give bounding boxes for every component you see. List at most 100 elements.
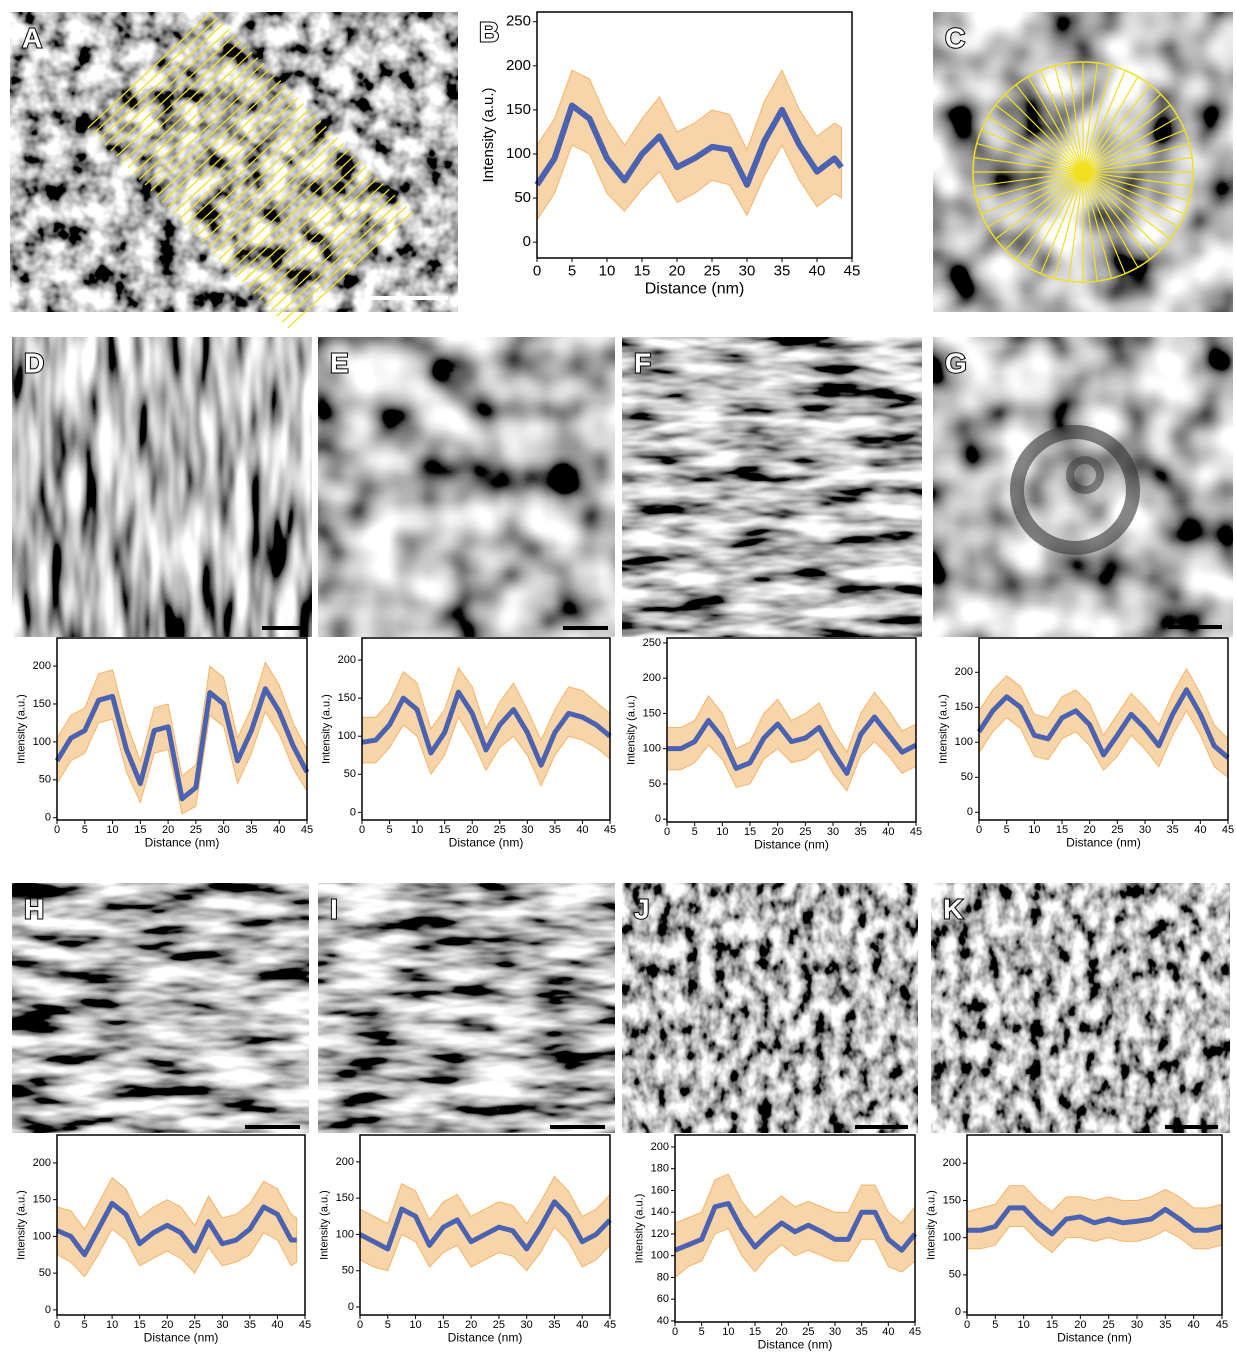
y-tick-label: 200	[33, 1157, 51, 1169]
frame	[674, 1134, 916, 1323]
y-tick-label: 0	[955, 1306, 961, 1318]
profile-ray	[1004, 171, 1084, 251]
frame	[359, 1134, 611, 1316]
y-axis-label: Intensity (a.u.)	[16, 1190, 28, 1260]
y-axis-label: Intensity (a.u.)	[321, 694, 333, 764]
x-tick-label: 25	[704, 262, 721, 279]
micrograph	[318, 337, 615, 637]
profile-line	[144, 68, 270, 186]
y-tick-label: 250	[506, 13, 531, 30]
profile-line	[270, 194, 396, 312]
x-tick-label: 15	[634, 262, 651, 279]
x-tick-label: 5	[82, 824, 88, 836]
x-tick-label: 15	[749, 1326, 761, 1338]
profile-ray	[981, 171, 1084, 215]
panel-label: H	[24, 893, 44, 924]
x-tick-label: 20	[162, 824, 174, 836]
x-tick-label: 25	[493, 1319, 505, 1331]
x-tick-label: 10	[106, 824, 118, 836]
profile-line	[150, 74, 276, 192]
frame	[56, 1134, 306, 1316]
x-tick-label: 5	[81, 1319, 87, 1331]
x-axis-label: Distance (nm)	[448, 1330, 523, 1344]
mean-line	[667, 714, 918, 776]
y-tick-label: 0	[45, 1304, 51, 1316]
profile-line	[281, 205, 407, 323]
x-tick-label: 20	[776, 1326, 788, 1338]
x-tick-label: 10	[1028, 824, 1040, 836]
frame	[966, 1134, 1223, 1316]
y-tick-label: 100	[643, 743, 661, 755]
profile-line	[87, 11, 213, 129]
x-tick-label: 40	[576, 1319, 588, 1331]
y-axis-label: Intensity (a.u.)	[626, 695, 638, 765]
mean-line	[56, 1200, 297, 1258]
y-tick-label: 150	[955, 701, 973, 713]
y-tick-label: 60	[657, 1293, 669, 1305]
y-tick-label: 50	[39, 1267, 51, 1279]
micrograph	[10, 12, 458, 312]
x-tick-label: 35	[856, 1326, 868, 1338]
micrograph	[12, 337, 312, 637]
profile-ray	[987, 171, 1084, 228]
x-tick-label: 20	[772, 826, 784, 838]
y-tick-label: 200	[943, 1157, 961, 1169]
x-tick-label: 45	[910, 826, 922, 838]
micrograph	[318, 883, 615, 1133]
y-tick-label: 0	[45, 812, 51, 824]
y-tick-label: 180	[651, 1163, 669, 1175]
profile-line	[161, 85, 287, 203]
profile-ray	[1027, 76, 1084, 173]
y-axis-label: Intensity (a.u.)	[938, 694, 950, 764]
profile-ray	[981, 129, 1084, 173]
frame	[978, 637, 1229, 821]
y-tick-label: 100	[651, 1250, 669, 1262]
mean-line	[361, 689, 612, 768]
profile-ray	[1015, 171, 1084, 260]
profile-ray	[973, 157, 1084, 173]
x-axis-label: Distance (nm)	[144, 1330, 219, 1344]
profile-ray	[1082, 84, 1151, 173]
mean-line	[534, 102, 844, 188]
profile-line	[127, 51, 253, 169]
x-tick-label: 35	[244, 1319, 256, 1331]
profile-line	[241, 165, 367, 283]
y-tick-label: 100	[336, 1228, 354, 1240]
y-tick-label: 100	[943, 1232, 961, 1244]
profile-line	[275, 200, 402, 317]
profile-line	[230, 154, 356, 272]
profile-ray	[1082, 129, 1185, 173]
profile-ray	[1015, 84, 1084, 173]
y-axis-label: Intensity (a.u.)	[926, 1190, 938, 1260]
profile-ray	[1082, 116, 1179, 173]
profile-ray	[1040, 70, 1084, 173]
y-tick-label: 150	[336, 1192, 354, 1204]
y-tick-label: 80	[657, 1271, 669, 1283]
y-axis-label: Intensity (a.u.)	[634, 1194, 646, 1264]
profile-line	[213, 137, 339, 255]
x-tick-label: 45	[909, 1326, 921, 1338]
x-tick-label: 45	[299, 1319, 311, 1331]
profile-ray	[1027, 171, 1084, 268]
x-tick-label: 0	[533, 262, 541, 279]
panel-label: G	[945, 347, 967, 378]
profile-ray	[976, 171, 1084, 202]
profile-ray	[1082, 171, 1098, 282]
x-tick-label: 30	[1139, 824, 1151, 836]
y-tick-label: 50	[961, 771, 973, 783]
x-tick-label: 40	[271, 1319, 283, 1331]
x-tick-label: 30	[827, 826, 839, 838]
profile-line	[115, 40, 242, 157]
profile-line	[133, 57, 259, 175]
profile-ray	[987, 116, 1084, 173]
x-tick-label: 40	[576, 824, 588, 836]
profile-line	[104, 28, 230, 146]
frame	[666, 637, 917, 823]
y-tick-label: 150	[643, 707, 661, 719]
x-tick-label: 25	[1103, 1319, 1115, 1331]
panel-label: E	[330, 347, 349, 378]
mean-line	[54, 686, 310, 802]
profile-line	[178, 103, 305, 220]
y-tick-label: 40	[657, 1315, 669, 1327]
y-tick-label: 120	[651, 1228, 669, 1240]
